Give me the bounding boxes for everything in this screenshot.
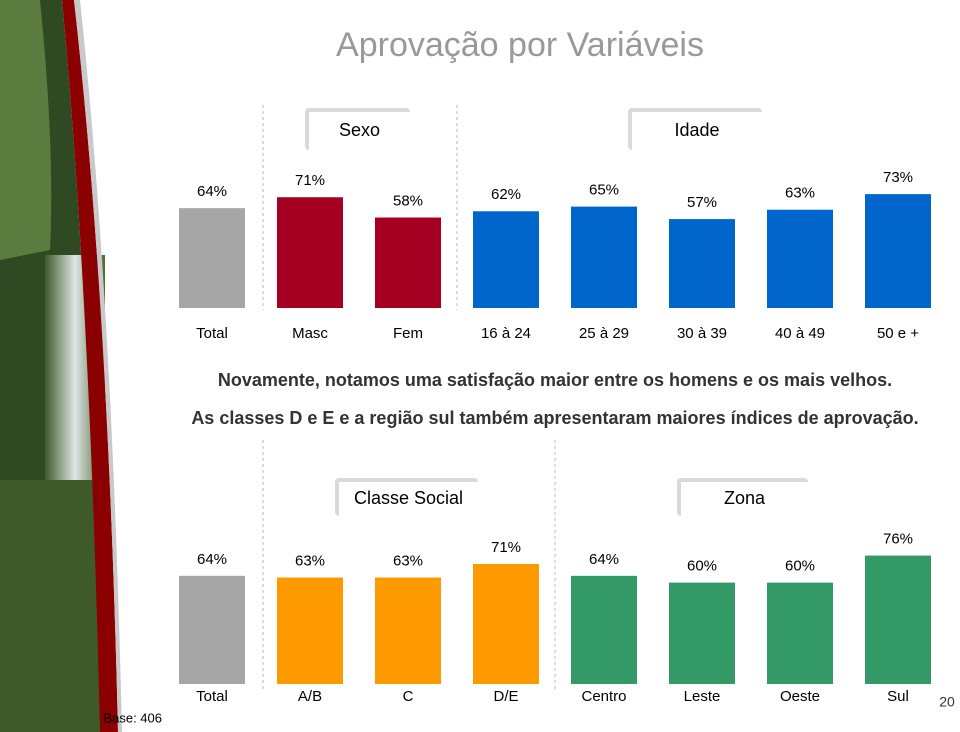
value-label: 62% — [491, 186, 521, 203]
category-label: Fem — [393, 325, 423, 342]
group-box — [309, 112, 410, 150]
value-label: 60% — [687, 558, 717, 575]
value-label: 73% — [883, 169, 913, 186]
category-label: 30 à 39 — [677, 325, 727, 342]
category-label: 25 à 29 — [579, 325, 629, 342]
category-label: 16 à 24 — [481, 325, 531, 342]
page-number: 20 — [939, 694, 955, 710]
bar — [865, 194, 931, 308]
category-label: Total — [196, 325, 228, 342]
category-label: A/B — [298, 688, 322, 705]
category-label: Centro — [581, 688, 626, 705]
value-label: 63% — [785, 185, 815, 202]
group-label: Classe Social — [354, 488, 463, 508]
value-label: 64% — [589, 551, 619, 568]
value-label: 65% — [589, 182, 619, 199]
value-label: 57% — [687, 194, 717, 211]
value-label: 76% — [883, 531, 913, 548]
group-box — [339, 482, 478, 516]
value-label: 58% — [393, 192, 423, 209]
bar — [767, 582, 833, 684]
note: As classes D e E e a região sul também a… — [191, 408, 919, 428]
bar — [179, 208, 245, 308]
value-label: 63% — [295, 552, 325, 569]
group-label: Sexo — [339, 120, 380, 140]
value-label: 64% — [197, 551, 227, 568]
bar — [571, 206, 637, 308]
bar — [669, 582, 735, 684]
group-box — [632, 112, 762, 150]
value-label: 63% — [393, 552, 423, 569]
bar — [375, 577, 441, 684]
category-label: Sul — [887, 688, 909, 705]
value-label: 60% — [785, 558, 815, 575]
category-label: Leste — [684, 688, 721, 705]
bar — [571, 575, 637, 684]
category-label: D/E — [493, 688, 518, 705]
group-label: Zona — [724, 488, 766, 508]
side-photo — [0, 0, 122, 732]
bar — [865, 555, 931, 684]
category-label: C — [403, 688, 414, 705]
bar — [767, 209, 833, 308]
value-label: 71% — [491, 539, 521, 556]
value-label: 64% — [197, 183, 227, 200]
bar — [473, 211, 539, 308]
bar — [277, 197, 343, 308]
bar — [669, 219, 735, 308]
category-label: 40 à 49 — [775, 325, 825, 342]
bar — [277, 577, 343, 684]
group-box — [681, 482, 808, 516]
value-label: 71% — [295, 172, 325, 189]
bar — [473, 564, 539, 684]
category-label: Total — [196, 688, 228, 705]
bar — [375, 217, 441, 308]
base-note: Base: 406 — [103, 710, 162, 725]
bar — [179, 575, 245, 684]
category-label: Masc — [292, 325, 328, 342]
title: Aprovação por Variáveis — [336, 26, 704, 64]
note: Novamente, notamos uma satisfação maior … — [217, 370, 893, 390]
category-label: 50 e + — [877, 325, 919, 342]
group-label: Idade — [674, 120, 719, 140]
category-label: Oeste — [780, 688, 820, 705]
